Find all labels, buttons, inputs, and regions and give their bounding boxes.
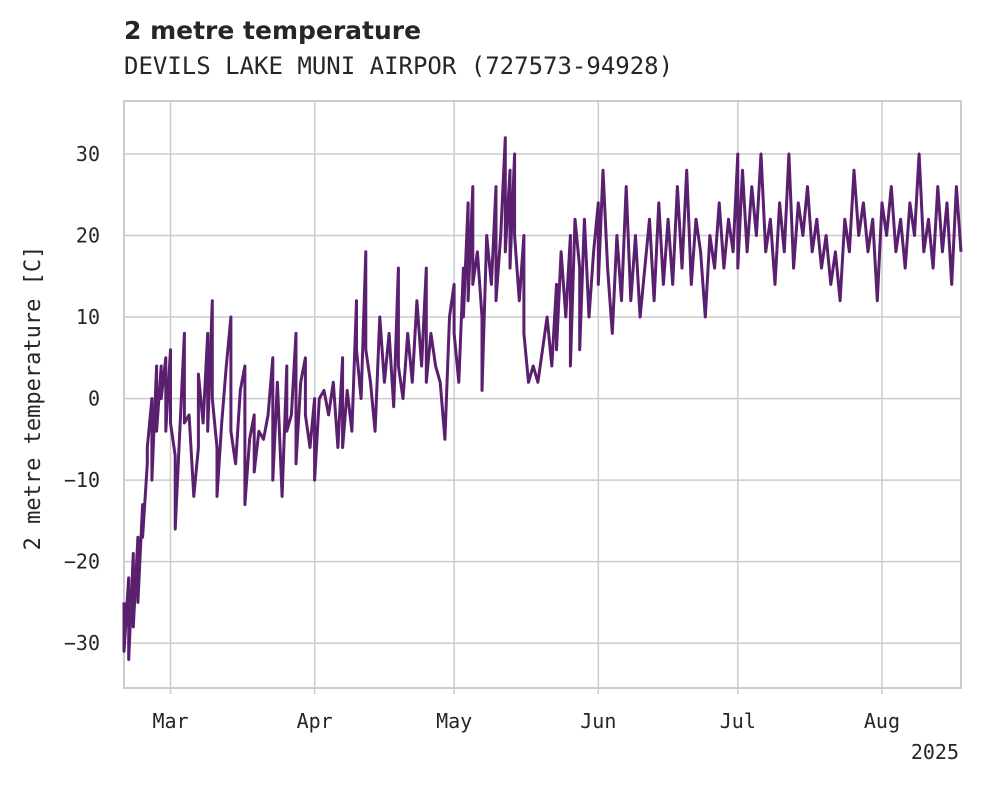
y-tick-label: 30 — [76, 142, 100, 166]
temperature-series-line — [122, 136, 963, 661]
tick-layer: −30 −20 −10 0 10 20 30 Mar Apr May Jun Jul Aug — [64, 142, 900, 733]
chart-title: 2 metre temperature — [124, 16, 422, 45]
x-year-label: 2025 — [911, 740, 959, 764]
x-tick-label: Mar — [152, 709, 188, 733]
y-tick-label: −20 — [64, 550, 100, 574]
y-tick-label: −30 — [64, 631, 100, 655]
y-tick-label: 20 — [76, 224, 100, 248]
x-tick-label: Apr — [297, 709, 333, 733]
y-tick-label: 0 — [88, 387, 100, 411]
x-tick-label: Aug — [864, 709, 900, 733]
y-axis-label: 2 metre temperature [C] — [21, 246, 46, 551]
x-tick-label: Jul — [720, 709, 756, 733]
series-layer — [122, 136, 963, 661]
chart-subtitle: DEVILS LAKE MUNI AIRPOR (727573-94928) — [124, 52, 674, 80]
x-tick-label: May — [436, 709, 472, 733]
grid-layer — [124, 101, 961, 688]
y-tick-label: 10 — [76, 305, 100, 329]
x-tick-label: Jun — [580, 709, 616, 733]
y-tick-label: −10 — [64, 468, 100, 492]
plot-frame — [123, 100, 962, 689]
